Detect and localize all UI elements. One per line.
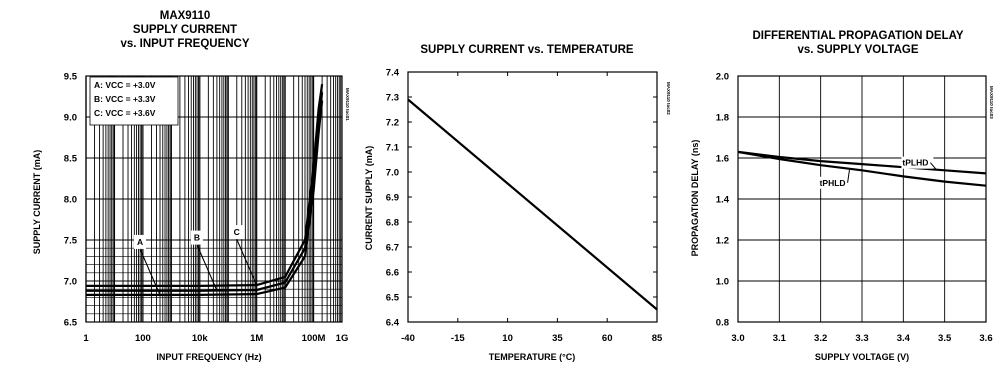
curve-label: A — [137, 237, 143, 247]
y-axis-label: PROPAGATION DELAY (ns) — [690, 140, 700, 257]
plot-frame — [737, 75, 987, 323]
curve-label-bg — [818, 176, 851, 189]
y-tick-label: 1.2 — [716, 236, 729, 247]
plot-frame — [407, 71, 658, 323]
series-line-tplhd — [737, 150, 987, 175]
curve-label-leader — [139, 248, 161, 296]
x-tick-label: 10k — [192, 333, 209, 344]
chart-propagation-delay-vs-supply-voltage: DIFFERENTIAL PROPAGATION DELAY vs. SUPPL… — [690, 30, 994, 362]
curve-label: C — [234, 227, 240, 237]
legend-entry: C: VCC = +3.6V — [94, 108, 156, 118]
x-tick-label: 3.0 — [731, 333, 744, 344]
x-tick-label: 3.4 — [897, 333, 911, 344]
curve-label: tPLHD — [902, 158, 928, 168]
curve-label-bg — [901, 156, 934, 169]
series-line-c — [86, 84, 324, 287]
x-tick-label: 1 — [83, 333, 89, 344]
y-tick-label: 6.6 — [386, 268, 399, 279]
y-tick-label: 9.5 — [64, 72, 78, 83]
curve-label: tPHLD — [820, 178, 846, 188]
curve-label-leader — [196, 244, 218, 291]
curve-label-bg — [134, 234, 147, 249]
legend-entry: A: VCC = +3.0V — [94, 80, 156, 90]
y-tick-label: 1.0 — [716, 277, 729, 288]
curve-label-bg — [190, 230, 203, 245]
x-tick-label: 100M — [302, 333, 326, 344]
x-tick-label: 10 — [502, 333, 513, 344]
y-tick-label: 1.4 — [716, 195, 730, 206]
y-tick-label: 6.4 — [386, 318, 400, 329]
chart-title-line: SUPPLY CURRENT — [133, 24, 237, 36]
curve-label-bg — [230, 225, 243, 240]
chart-supply-current-vs-temperature: SUPPLY CURRENT vs. TEMPERATURE TEMPERATU… — [364, 44, 671, 362]
curve-label-leader — [236, 238, 258, 286]
y-tick-label: 7.3 — [386, 93, 399, 104]
x-tick-label: 1G — [336, 333, 349, 344]
y-tick-label: 8.0 — [64, 195, 77, 206]
y-tick-label: 6.8 — [386, 218, 399, 229]
y-tick-label: 8.5 — [64, 154, 78, 165]
y-tick-label: 1.6 — [716, 154, 729, 165]
x-tick-label: 3.1 — [773, 333, 787, 344]
y-tick-label: 7.2 — [386, 118, 399, 129]
chart-supply-current-vs-input-frequency: MAX9110 SUPPLY CURRENT vs. INPUT FREQUEN… — [32, 10, 350, 362]
figure-code: MAX9110 toc01 — [345, 88, 350, 121]
y-tick-label: 7.1 — [386, 143, 400, 154]
chart-title-line: vs. SUPPLY VOLTAGE — [797, 44, 918, 56]
y-tick-label: 0.8 — [716, 318, 729, 329]
y-tick-label: 7.4 — [386, 68, 400, 79]
y-tick-label: 2.0 — [716, 72, 729, 83]
y-tick-label: 6.5 — [64, 318, 78, 329]
series-line-tphld — [737, 150, 987, 187]
x-tick-label: -15 — [451, 333, 465, 344]
legend-entry: B: VCC = +3.3V — [94, 94, 156, 104]
plot-frame — [85, 75, 343, 323]
curve-label-leader — [847, 168, 851, 183]
y-tick-label: 7.0 — [64, 277, 77, 288]
x-tick-label: -40 — [401, 333, 415, 344]
legend-box — [89, 76, 179, 126]
figure-code: MAX9110 toc02 — [666, 82, 671, 115]
y-tick-label: 6.9 — [386, 193, 399, 204]
x-tick-label: 3.6 — [979, 333, 992, 344]
y-axis-label: SUPPLY CURRENT (mA) — [32, 150, 42, 255]
curve-label-leader — [930, 162, 937, 171]
x-tick-label: 3.3 — [855, 333, 868, 344]
x-tick-label: 35 — [552, 333, 563, 344]
series-line-a — [86, 100, 324, 296]
y-tick-label: 6.5 — [386, 293, 400, 304]
x-axis-label: SUPPLY VOLTAGE (V) — [815, 352, 909, 362]
x-tick-label: 3.5 — [938, 333, 952, 344]
x-tick-label: 85 — [652, 333, 663, 344]
chart-title-line: DIFFERENTIAL PROPAGATION DELAY — [752, 30, 963, 42]
chart-title-line: MAX9110 — [160, 10, 211, 22]
x-axis-label: TEMPERATURE (°C) — [489, 352, 575, 362]
x-tick-label: 1M — [250, 333, 263, 344]
y-tick-label: 6.7 — [386, 243, 399, 254]
y-tick-label: 7.0 — [386, 168, 399, 179]
x-tick-label: 100 — [135, 333, 151, 344]
x-axis-label: INPUT FREQUENCY (Hz) — [156, 352, 261, 362]
y-axis-label: CURRENT SUPPLY (mA) — [364, 146, 374, 251]
chart-title-line: SUPPLY CURRENT vs. TEMPERATURE — [420, 44, 634, 56]
y-tick-label: 9.0 — [64, 113, 77, 124]
y-tick-label: 1.8 — [716, 113, 729, 124]
series-line-main — [407, 98, 658, 311]
y-tick-label: 7.5 — [64, 236, 78, 247]
chart-title-line: vs. INPUT FREQUENCY — [120, 38, 249, 50]
figure-code: MAX9110 toc03 — [989, 86, 994, 119]
curve-label: B — [194, 233, 200, 243]
x-tick-label: 60 — [602, 333, 613, 344]
x-tick-label: 3.2 — [814, 333, 827, 344]
